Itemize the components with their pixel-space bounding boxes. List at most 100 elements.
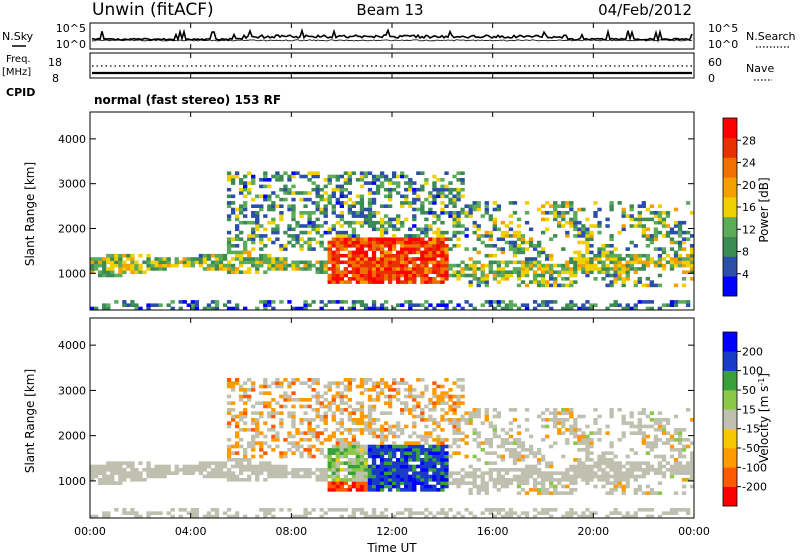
power-cell xyxy=(528,244,534,248)
power-cell xyxy=(396,220,401,225)
velocity-cell xyxy=(226,408,232,412)
velocity-cell xyxy=(549,491,554,495)
power-cell xyxy=(307,171,312,175)
velocity-cell xyxy=(569,514,574,519)
velocity-cell xyxy=(202,461,208,465)
power-cell xyxy=(343,253,349,258)
power-cell xyxy=(383,277,389,281)
power-cell xyxy=(379,303,385,307)
power-cell xyxy=(259,240,264,245)
velocity-cell xyxy=(279,404,284,409)
velocity-cell xyxy=(234,431,240,435)
velocity-cell xyxy=(440,451,445,455)
power-cell xyxy=(597,260,602,265)
velocity-cell xyxy=(331,484,336,489)
power-cell xyxy=(424,306,429,311)
velocity-cell xyxy=(226,454,232,459)
velocity-cell xyxy=(275,384,280,389)
power-cell xyxy=(464,263,469,268)
velocity-cell xyxy=(287,448,292,452)
velocity-cell xyxy=(295,471,300,475)
velocity-ytick-label: 4000 xyxy=(58,339,86,352)
velocity-cell xyxy=(271,411,276,415)
velocity-cell xyxy=(299,468,304,472)
power-cell xyxy=(581,234,586,238)
velocity-cell xyxy=(138,514,143,519)
velocity-cell xyxy=(645,491,651,495)
velocity-cell xyxy=(359,474,365,479)
velocity-cell xyxy=(589,468,594,472)
velocity-cell xyxy=(685,438,691,442)
power-cell xyxy=(214,306,220,311)
velocity-cell xyxy=(516,468,522,472)
power-cell xyxy=(387,220,393,225)
velocity-cell xyxy=(617,474,622,479)
power-cell xyxy=(532,270,538,274)
velocity-cell xyxy=(444,411,449,415)
velocity-cell xyxy=(178,508,183,512)
velocity-cell xyxy=(238,394,244,399)
power-cell xyxy=(528,237,534,241)
power-cell xyxy=(367,260,373,265)
velocity-cell xyxy=(432,401,437,405)
power-cell xyxy=(412,257,417,261)
power-cell xyxy=(508,303,514,307)
power-cell xyxy=(379,257,385,261)
power-cell xyxy=(387,273,393,278)
power-cell xyxy=(520,263,526,268)
power-cell xyxy=(234,171,240,175)
power-cell xyxy=(319,263,324,268)
power-cell xyxy=(569,306,574,311)
velocity-cell xyxy=(331,411,336,415)
power-cell xyxy=(565,234,570,238)
velocity-cell xyxy=(315,431,320,435)
power-cell xyxy=(90,267,95,271)
velocity-cell xyxy=(581,471,586,475)
power-cell xyxy=(617,201,622,205)
power-cell xyxy=(605,263,610,268)
power-colorbar-tick-label: 16 xyxy=(742,201,756,214)
velocity-cell xyxy=(520,454,526,459)
velocity-cell xyxy=(392,424,397,429)
velocity-cell xyxy=(577,448,582,452)
power-cell xyxy=(367,306,373,311)
power-cell xyxy=(492,224,497,228)
power-cell xyxy=(271,240,276,245)
power-cell xyxy=(323,220,328,225)
velocity-cell xyxy=(492,414,497,419)
power-cell xyxy=(114,300,119,304)
velocity-cell xyxy=(420,434,425,439)
freq-tick-top: 18 xyxy=(48,56,62,69)
power-cell xyxy=(673,260,679,265)
noise-tick-left-bottom: 10^0 xyxy=(56,38,86,51)
velocity-cell xyxy=(218,474,224,479)
velocity-cell xyxy=(247,461,252,465)
velocity-cell xyxy=(392,394,397,399)
velocity-cell xyxy=(158,474,163,479)
power-cell xyxy=(416,273,421,278)
velocity-cell xyxy=(428,458,433,462)
velocity-cell xyxy=(335,451,340,455)
velocity-cell xyxy=(621,478,626,482)
velocity-cell xyxy=(452,451,457,455)
velocity-cell xyxy=(553,471,558,475)
noise-tick-left-top: 10^5 xyxy=(56,22,86,35)
velocity-cell xyxy=(375,391,381,395)
velocity-cell xyxy=(581,468,586,472)
power-cell xyxy=(496,207,502,212)
power-cell xyxy=(379,263,385,268)
power-cell xyxy=(230,244,236,248)
velocity-cell xyxy=(609,444,614,449)
power-cell xyxy=(524,260,530,265)
velocity-cell xyxy=(267,468,272,472)
velocity-cell xyxy=(484,488,489,492)
velocity-cell xyxy=(230,458,236,462)
freq-unit: [MHz] xyxy=(2,67,31,78)
power-cell xyxy=(553,201,558,205)
power-cell xyxy=(106,260,111,265)
power-cell xyxy=(549,267,554,271)
power-cell xyxy=(271,207,276,212)
velocity-cell xyxy=(299,451,304,455)
velocity-cell xyxy=(146,511,151,515)
power-cell xyxy=(247,253,252,258)
